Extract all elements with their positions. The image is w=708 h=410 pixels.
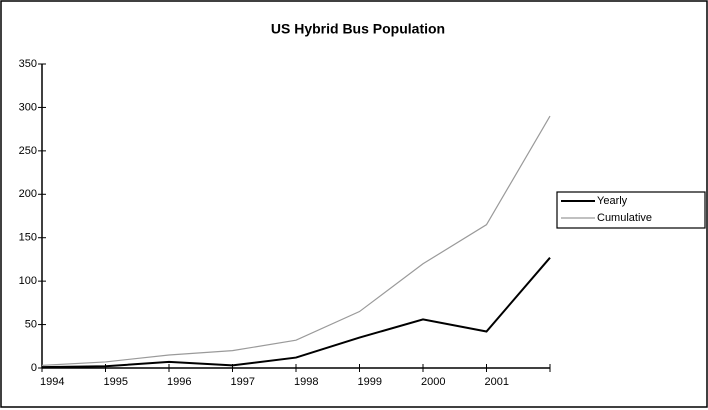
y-tick-label: 350	[19, 58, 37, 70]
line-series	[41, 115, 551, 366]
x-tick-label: 1999	[358, 376, 382, 388]
y-tick-label: 150	[19, 232, 37, 244]
y-tick-label: 100	[19, 275, 37, 287]
legend-label: Cumulative	[597, 212, 652, 224]
x-tick-label: 1998	[294, 376, 318, 388]
y-tick-label: 0	[31, 362, 37, 374]
y-tick-label: 250	[19, 145, 37, 157]
legend-label: Yearly	[597, 195, 628, 207]
x-tick-label: 2000	[421, 376, 445, 388]
y-tick-label: 50	[25, 318, 37, 330]
y-tick-label: 200	[19, 188, 37, 200]
legend-box	[556, 191, 706, 229]
y-tick-label: 300	[19, 101, 37, 113]
x-tick-label: 2001	[485, 376, 509, 388]
x-tick-label: 1997	[231, 376, 255, 388]
line-series	[41, 257, 551, 369]
x-tick-label: 1996	[167, 376, 191, 388]
chart-title: US Hybrid Bus Population	[271, 21, 445, 37]
x-tick-label: 1994	[40, 376, 64, 388]
x-tick-label: 1995	[104, 376, 128, 388]
